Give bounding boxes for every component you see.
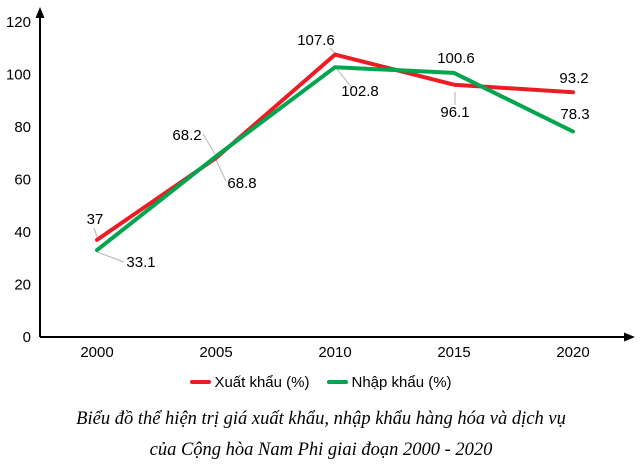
legend-item-xuat-khau: Xuất khẩu (%)	[190, 375, 309, 390]
y-tick-label: 80	[14, 119, 31, 136]
x-tick-label: 2020	[556, 344, 589, 361]
data-label-leader-line	[96, 251, 125, 263]
data-label: 33.1	[126, 254, 155, 271]
x-tick-label: 2005	[199, 344, 232, 361]
data-label-leader-line	[202, 133, 216, 155]
legend-swatch-xuat-khau-icon	[190, 380, 212, 384]
x-axis-arrow-icon	[624, 332, 635, 342]
y-tick-label: 0	[23, 329, 31, 346]
data-label: 37	[87, 211, 104, 228]
legend-label-xuat-khau: Xuất khẩu (%)	[214, 373, 310, 391]
caption-line-2: của Cộng hòa Nam Phi giai đoạn 2000 - 20…	[149, 440, 493, 460]
data-label: 68.2	[172, 127, 201, 144]
line-chart-plot-area: 0 20 40 60 80 100 120 2000 2005 2010 2015 2020 37 68.…	[6, 7, 635, 361]
legend-label-nhap-khau: Nhập khẩu (%)	[351, 373, 452, 391]
data-label: 107.6	[297, 32, 335, 49]
y-tick-label: 60	[14, 172, 31, 189]
data-label: 93.2	[559, 70, 588, 87]
data-label: 68.8	[227, 175, 256, 192]
y-tick-label: 40	[14, 224, 31, 241]
chart-caption: Biểu đồ thể hiện trị giá xuất khẩu, nhập…	[0, 404, 642, 465]
data-label: 96.1	[440, 104, 469, 121]
y-tick-label: 120	[6, 14, 31, 31]
series-line-xuat-khau	[95, 52, 575, 242]
series-line-nhap-khau	[95, 65, 575, 253]
data-label: 100.6	[437, 50, 475, 67]
y-tick-label: 100	[6, 67, 31, 84]
chart-legend: Xuất khẩu (%) Nhập khẩu (%)	[0, 372, 642, 392]
data-label-leader-line	[336, 68, 353, 89]
legend-item-nhap-khau: Nhập khẩu (%)	[327, 373, 452, 391]
data-label: 102.8	[341, 83, 379, 100]
data-label-leader-line	[215, 159, 227, 182]
data-label: 78.3	[560, 106, 589, 123]
y-tick-label: 20	[14, 277, 31, 294]
data-label-leader-line	[93, 227, 98, 238]
caption-line-1: Biểu đồ thể hiện trị giá xuất khẩu, nhập…	[76, 409, 566, 429]
x-tick-label: 2015	[437, 344, 470, 361]
legend-swatch-nhap-khau-icon	[327, 380, 349, 384]
x-tick-label: 2000	[80, 344, 113, 361]
y-axis-arrow-icon	[35, 7, 45, 18]
x-tick-label: 2010	[318, 344, 351, 361]
